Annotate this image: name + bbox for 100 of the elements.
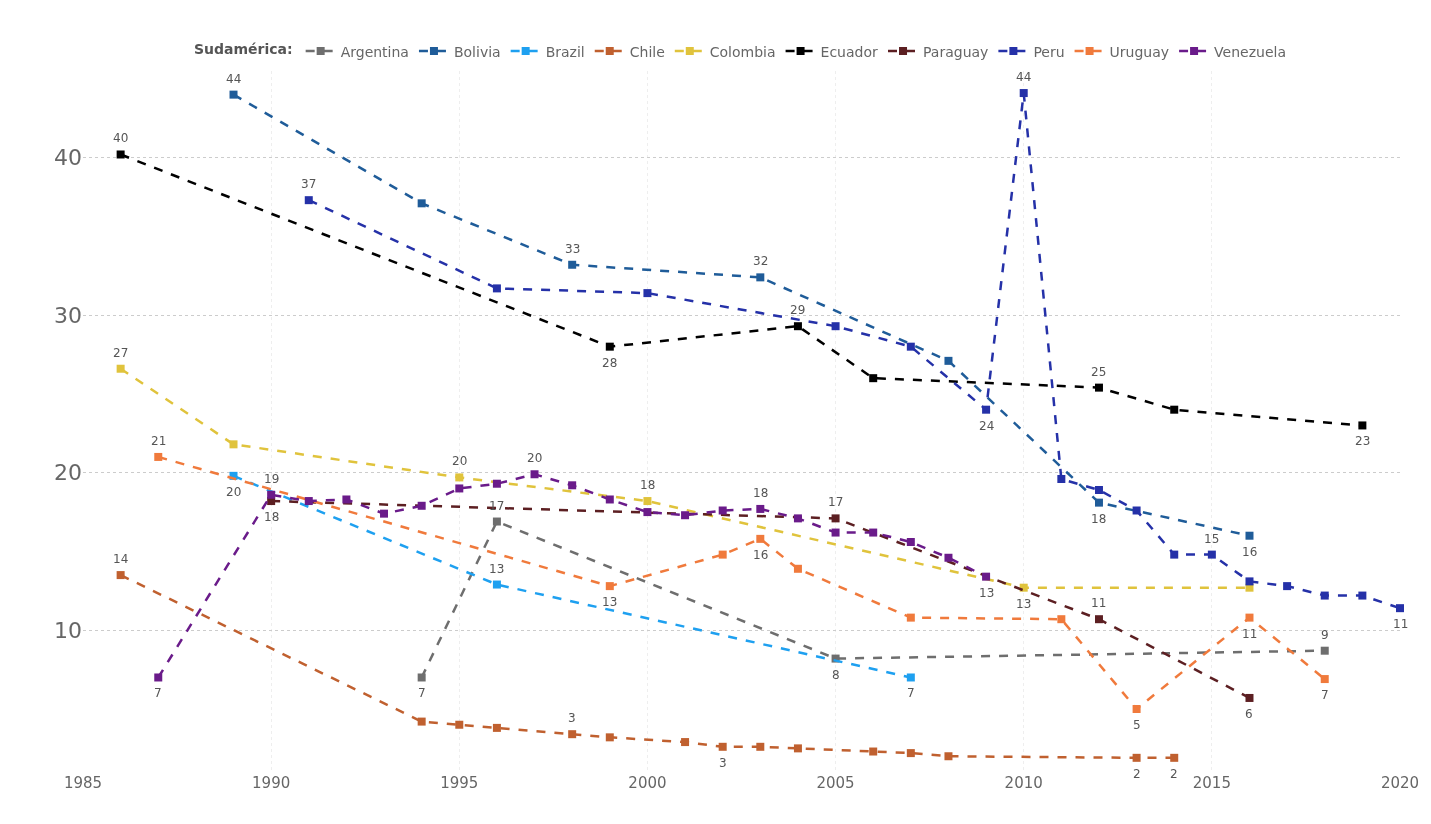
legend-label: Paraguay [923,43,989,60]
point [1132,506,1141,515]
legend-label: Brazil [545,43,585,60]
point [417,717,426,726]
x-tick-label: 2005 [816,774,855,792]
data-label: 21 [151,434,167,448]
data-label: 9 [1321,628,1329,642]
point [1094,615,1103,624]
point [681,738,690,747]
data-label: 18 [264,510,280,524]
point [982,405,991,414]
point [681,511,690,520]
data-label: 8 [832,668,840,682]
point [756,273,765,282]
point [906,538,915,547]
point [568,730,577,739]
x-tick-label: 1990 [252,774,291,792]
point [643,508,652,517]
point [718,506,727,515]
point [1170,753,1179,762]
data-label: 15 [1204,532,1220,546]
point [1019,89,1028,98]
data-label: 16 [753,548,769,562]
legend-label: Colombia [709,43,776,60]
point [492,723,501,732]
data-label: 28 [602,356,618,370]
data-label: 19 [264,472,280,486]
point [1320,646,1329,655]
point [1320,591,1329,600]
point [793,514,802,523]
point [718,742,727,751]
data-label: 7 [418,686,426,700]
point [455,473,464,482]
point [116,364,125,373]
data-label: 7 [907,686,915,700]
point [756,742,765,751]
data-label: 6 [1245,707,1253,721]
data-label: 13 [489,562,505,576]
point [1170,550,1179,559]
point [793,564,802,573]
point [605,342,614,351]
point [793,322,802,331]
point [568,260,577,269]
point [1057,615,1066,624]
point [831,514,840,523]
point [1094,486,1103,495]
data-label: 18 [640,478,656,492]
point [869,747,878,756]
point [643,497,652,506]
point [1245,531,1254,540]
point [417,673,426,682]
point [1057,475,1066,483]
point [380,509,389,518]
data-label: 7 [1321,688,1329,702]
point [1245,613,1254,622]
point [1170,405,1179,414]
point [1207,550,1216,559]
point [944,553,953,562]
y-tick-label: 20 [54,460,82,486]
point [1094,498,1103,507]
data-label: 11 [1091,596,1107,610]
point [944,752,953,761]
data-label: 11 [1242,627,1258,641]
data-label: 13 [602,595,618,609]
x-tick-label: 2015 [1192,774,1231,792]
point [154,673,163,682]
point [455,484,464,493]
point [530,470,539,479]
point [492,479,501,488]
point [492,284,501,293]
data-label: 5 [1133,718,1141,732]
point [906,673,915,682]
point [906,613,915,622]
point [154,452,163,461]
point [568,481,577,490]
legend-label: Bolivia [453,43,501,60]
data-label: 18 [1091,512,1107,526]
legend-label: Venezuela [1214,43,1286,60]
data-label: 37 [301,177,317,191]
data-label: 24 [979,419,995,433]
point [831,528,840,537]
point [869,528,878,537]
x-tick-label: 2010 [1004,774,1043,792]
point [455,720,464,729]
x-tick-label: 1985 [63,774,103,792]
legend-label: Peru [1033,43,1065,60]
data-label: 13 [979,586,995,600]
data-label: 44 [1016,70,1032,84]
point [229,90,238,99]
legend-label: Uruguay [1109,43,1170,60]
point [605,733,614,742]
point [1358,591,1367,600]
x-tick-label: 2020 [1380,774,1420,792]
point [1245,577,1254,586]
data-label: 13 [1016,597,1032,611]
data-label: 20 [452,454,468,468]
data-label: 40 [113,131,129,145]
data-label: 23 [1355,434,1371,448]
legend-label: Chile [629,43,665,60]
legend-label: Argentina [340,43,409,60]
